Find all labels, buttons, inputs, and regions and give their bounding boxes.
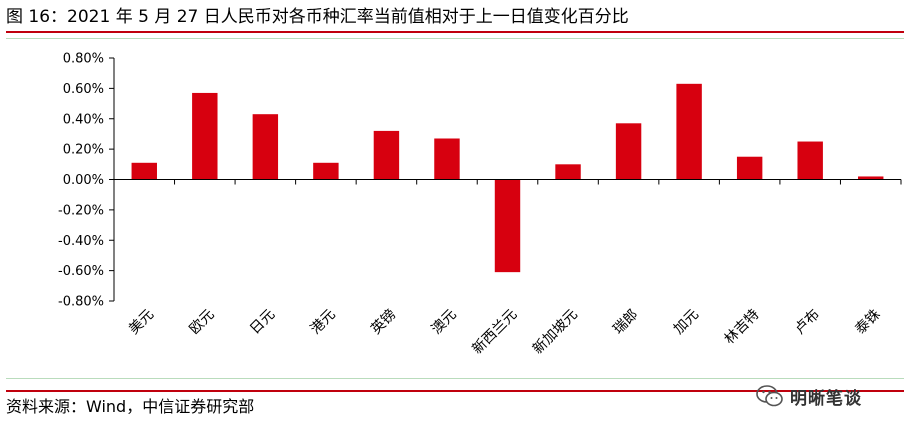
category-label: 加元 [671, 307, 702, 338]
category-label: 新加坡元 [530, 307, 581, 358]
wechat-icon [756, 385, 783, 407]
y-tick-label: -0.60% [58, 264, 104, 279]
category-label: 新西兰元 [469, 307, 520, 358]
bar-9 [676, 83, 702, 180]
bar-4 [373, 130, 400, 180]
source-note: 资料来源：Wind，中信证券研究部 [6, 397, 255, 416]
y-tick-label: 0.40% [63, 112, 104, 127]
plot-bottom-divider [6, 378, 904, 379]
brand-watermark: 明晰笔谈 [756, 382, 862, 410]
y-tick-label: -0.80% [58, 295, 104, 310]
bar-12 [858, 176, 884, 180]
bar-8 [615, 123, 642, 180]
category-label: 美元 [126, 307, 157, 338]
category-label: 港元 [308, 307, 339, 338]
bar-5 [434, 138, 460, 180]
bar-11 [797, 141, 823, 180]
plot-top-divider [6, 38, 904, 39]
bar-3 [313, 162, 339, 180]
y-tick-label: 0.80% [63, 52, 104, 67]
y-tick-label: 0.60% [63, 82, 104, 97]
category-label: 林吉特 [721, 307, 762, 348]
category-label: 英镑 [367, 306, 399, 338]
title-divider [6, 31, 904, 33]
y-tick-label: 0.00% [63, 173, 104, 188]
y-tick-label: -0.20% [58, 203, 104, 218]
y-tick-label: -0.40% [58, 234, 104, 249]
category-label: 泰铢 [852, 307, 883, 338]
brand-name: 明晰笔谈 [790, 388, 862, 409]
chart-title: 图 16：2021 年 5 月 27 日人民币对各币种汇率当前值相对于上一日值变… [6, 7, 629, 27]
bar-0 [131, 162, 157, 180]
category-label: 卢布 [792, 307, 823, 338]
bar-6 [494, 179, 521, 273]
category-label: 澳元 [429, 307, 460, 338]
bar-1 [192, 92, 218, 180]
bar-7 [555, 164, 581, 180]
bar-10 [736, 156, 763, 180]
category-label: 瑞郎 [610, 307, 641, 338]
y-tick-label: 0.20% [63, 143, 104, 158]
bar-2 [252, 114, 279, 180]
source-divider [6, 390, 904, 392]
category-label: 日元 [247, 307, 278, 338]
bar-chart: 0.80% 0.60% 0.40% 0.20% 0.00% -0.20% -0.40% -0.… [58, 52, 902, 358]
category-label: 欧元 [187, 307, 218, 338]
